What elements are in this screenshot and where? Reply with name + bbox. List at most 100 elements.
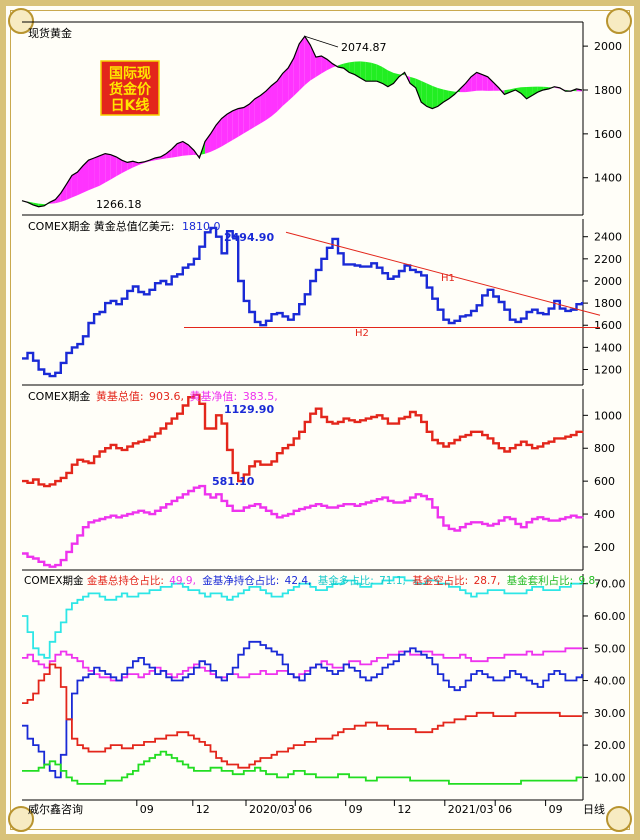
panel2-title-text: COMEX期金 黄金总值亿美元: — [28, 219, 175, 233]
gross-value-line — [22, 393, 584, 488]
x-tick-label: 12 — [196, 803, 210, 816]
panel3-legend-net-label: 黄基净值: — [190, 389, 238, 403]
y-tick-label: 1600 — [594, 319, 622, 332]
ma-fill-segment — [204, 133, 211, 154]
y-tick-label: 1000 — [594, 409, 622, 422]
ma-fill-segment — [465, 76, 472, 93]
ma-fill-segment — [515, 87, 522, 94]
x-tick-label: 09 — [140, 803, 154, 816]
high-marker — [304, 35, 339, 48]
y-tick-label: 1400 — [594, 172, 622, 185]
panel4-legend-short-label: 基金空占比: — [412, 574, 468, 587]
ma-fill-segment — [60, 184, 67, 202]
ma-fill-segment — [288, 58, 294, 102]
y-tick-label: 1200 — [594, 364, 622, 377]
ma-fill-segment — [482, 74, 488, 91]
panel3-title: COMEX期金 黄基总值: 903.6, 黄基净值: 383.5, — [28, 389, 278, 403]
trendline-h2-label: H2 — [355, 328, 369, 339]
panel4-title-text: COMEX期金 — [24, 574, 84, 587]
badge-line1: 国际现 — [109, 66, 151, 82]
y-tick-label: 400 — [594, 508, 615, 521]
ma-fill-segment — [171, 143, 178, 158]
ma-fill-segment — [182, 141, 189, 156]
panel2-value: 1810.0 — [182, 220, 221, 233]
panel1-title: 现货黄金 — [28, 26, 72, 40]
panel4-legend-spread-label: 基金套利占比: — [507, 574, 574, 587]
y-tick-label: 40.00 — [594, 675, 626, 688]
ma-fill-segment — [177, 141, 183, 157]
y-tick-label: 10.00 — [594, 771, 626, 784]
ma-fill-segment — [376, 64, 383, 84]
ma-fill-segment — [260, 91, 266, 124]
frame-corner-ornament — [606, 806, 632, 832]
ma-fill-segment — [421, 80, 427, 107]
panel3-title-text: COMEX期金 — [28, 389, 90, 403]
y-tick-label: 2000 — [594, 40, 622, 53]
ma-fill-segment — [116, 156, 122, 177]
y-tick-label: 1400 — [594, 341, 622, 354]
frame-corner-ornament — [8, 806, 34, 832]
ma-fill-segment — [537, 86, 544, 93]
ma-fill-segment — [293, 43, 300, 97]
ma-fill-segment — [110, 154, 117, 180]
panel3-legend-gross-label: 黄基总值: — [96, 389, 144, 403]
panel4-legend-total-value: 49.9, — [169, 575, 196, 587]
y-tick-label: 30.00 — [594, 707, 626, 720]
ma-fill-segment — [99, 153, 106, 186]
x-tick-label: 09 — [349, 803, 363, 816]
ma-fill-segment — [521, 86, 527, 99]
ma-fill-segment — [326, 59, 333, 71]
ma-fill-segment — [432, 85, 438, 109]
ma-fill-segment — [77, 165, 83, 196]
frame-corner-ornament — [8, 8, 34, 34]
panel3-legend-net-value: 383.5, — [243, 390, 278, 403]
trendline-h1-label: H1 — [441, 273, 455, 284]
long-ratio-line — [22, 576, 583, 659]
ma-fill-segment — [238, 107, 244, 137]
total-position-ratio-line — [22, 647, 582, 682]
y-tick-label: 1800 — [594, 84, 622, 97]
ma-fill-segment — [448, 90, 455, 99]
x-tick-label: 2021/03 — [448, 803, 494, 816]
panel4-legend-net-label: 金基净持仓占比: — [202, 574, 279, 587]
y-tick-label: 20.00 — [594, 739, 626, 752]
price-line — [21, 35, 583, 208]
panel4-legend-net-value: 42.4, — [285, 575, 312, 587]
y-tick-label: 50.00 — [594, 642, 626, 655]
ma-fill-segment — [249, 98, 255, 131]
y-tick-label: 800 — [594, 442, 615, 455]
ma-fill-segment — [82, 160, 89, 193]
panel4-title: COMEX期金 金基总持仓占比: 49.9, 金基净持仓占比: 42.4, 基金… — [24, 574, 599, 587]
y-tick-label: 600 — [594, 475, 615, 488]
etf-value-line — [22, 226, 584, 378]
panel4-legend-spread-value: 9.8, — [579, 575, 599, 587]
ma-fill-segment — [471, 72, 477, 92]
x-tick-label: 12 — [397, 803, 411, 816]
short-ratio-line — [22, 663, 582, 769]
panel2-high-label: 2494.90 — [224, 231, 274, 244]
ma-fill-segment — [393, 72, 400, 84]
panel4-legend-total-label: 金基总持仓占比: — [87, 574, 164, 587]
ma-fill-segment — [532, 86, 538, 96]
ma-fill-segment — [321, 55, 327, 74]
ma-fill-segment — [71, 172, 78, 198]
panel2-title: COMEX期金 黄金总值亿美元: 1810.0 — [28, 219, 221, 233]
ma-fill-segment — [487, 76, 494, 91]
ma-fill-segment — [415, 78, 422, 103]
ma-fill-segment — [216, 118, 222, 150]
panel4-legend-short-value: 28.7, — [474, 575, 501, 587]
ma-fill-segment — [349, 61, 355, 75]
badge-line2: 货金价 — [108, 81, 152, 98]
ma-fill-segment — [410, 76, 416, 88]
chart-badge: 国际现 货金价 日K线 — [100, 60, 160, 116]
ma-fill-segment — [382, 66, 388, 87]
ma-fill-segment — [127, 161, 133, 171]
footer-brand: 威尔鑫咨询 — [28, 802, 83, 816]
ma-fill-segment — [426, 83, 433, 109]
y-tick-label: 1600 — [594, 128, 622, 141]
net-value-line — [22, 484, 584, 568]
ma-fill-segment — [188, 144, 194, 156]
ma-fill-segment — [66, 175, 72, 200]
